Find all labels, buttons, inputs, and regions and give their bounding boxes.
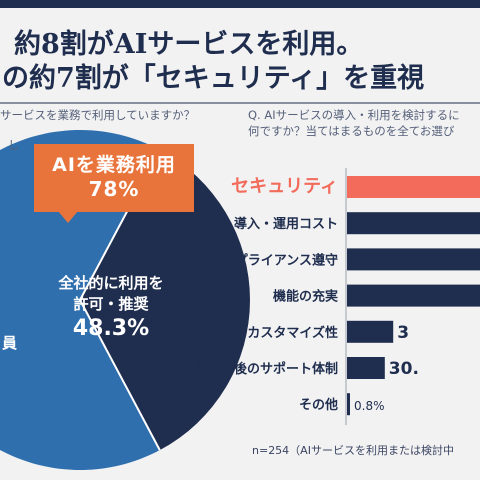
bar-label-6: その他: [299, 397, 338, 413]
pie-slice-company-wide: [80, 149, 251, 451]
segment-label-line-1: 全社的に利用を: [58, 274, 164, 292]
bar-label-0: セキュリティ: [231, 176, 338, 197]
bar-label-3: 機能の充実: [273, 289, 338, 305]
top-band: [0, 0, 480, 8]
left-question: サービスを業務で利用していますか？: [0, 108, 196, 122]
title-line-2: の約7割が「セキュリティ」を重視: [2, 63, 425, 94]
partial-slice-label: 員: [2, 334, 18, 352]
bar-2: [347, 248, 480, 271]
bar-label-1: 導入・運用コスト: [234, 216, 338, 232]
left-cut-text: し: [8, 138, 20, 152]
right-question-line-1: Q. AIサービスの導入・利用を検討するに: [248, 108, 460, 122]
callout-tail: [58, 211, 78, 223]
bar-value-5: 30.: [389, 359, 419, 379]
bar-label-4: カスタマイズ性: [247, 325, 338, 341]
bar-0: [347, 176, 480, 198]
bar-value-4: 3: [397, 323, 409, 343]
pie-chart: [0, 130, 251, 470]
bar-5: [347, 357, 385, 379]
right-question-line-2: 何ですか？当てはまるものを全てお選び: [248, 124, 455, 138]
bar-label-2: コンプライアンス遵守: [209, 252, 338, 268]
bar-6: [347, 393, 350, 416]
bar-3: [347, 284, 480, 307]
title-line-1: 約8割がAIサービスを利用。: [14, 29, 364, 60]
segment-value: 48.3%: [72, 316, 150, 341]
bar-label-5: 導入前後のサポート体制: [195, 361, 338, 377]
callout-line-2: 78%: [88, 177, 140, 201]
bar-4: [347, 320, 394, 343]
bar-value-6: 0.8%: [354, 399, 385, 413]
segment-label-line-2: 許可・推奨: [73, 295, 149, 313]
sample-note: n=254（AIサービスを利用または検討中: [252, 444, 454, 457]
callout-line-1: AIを業務利用: [52, 154, 176, 176]
callout-box: AIを業務利用 78%: [34, 144, 194, 212]
bar-1: [347, 212, 480, 235]
